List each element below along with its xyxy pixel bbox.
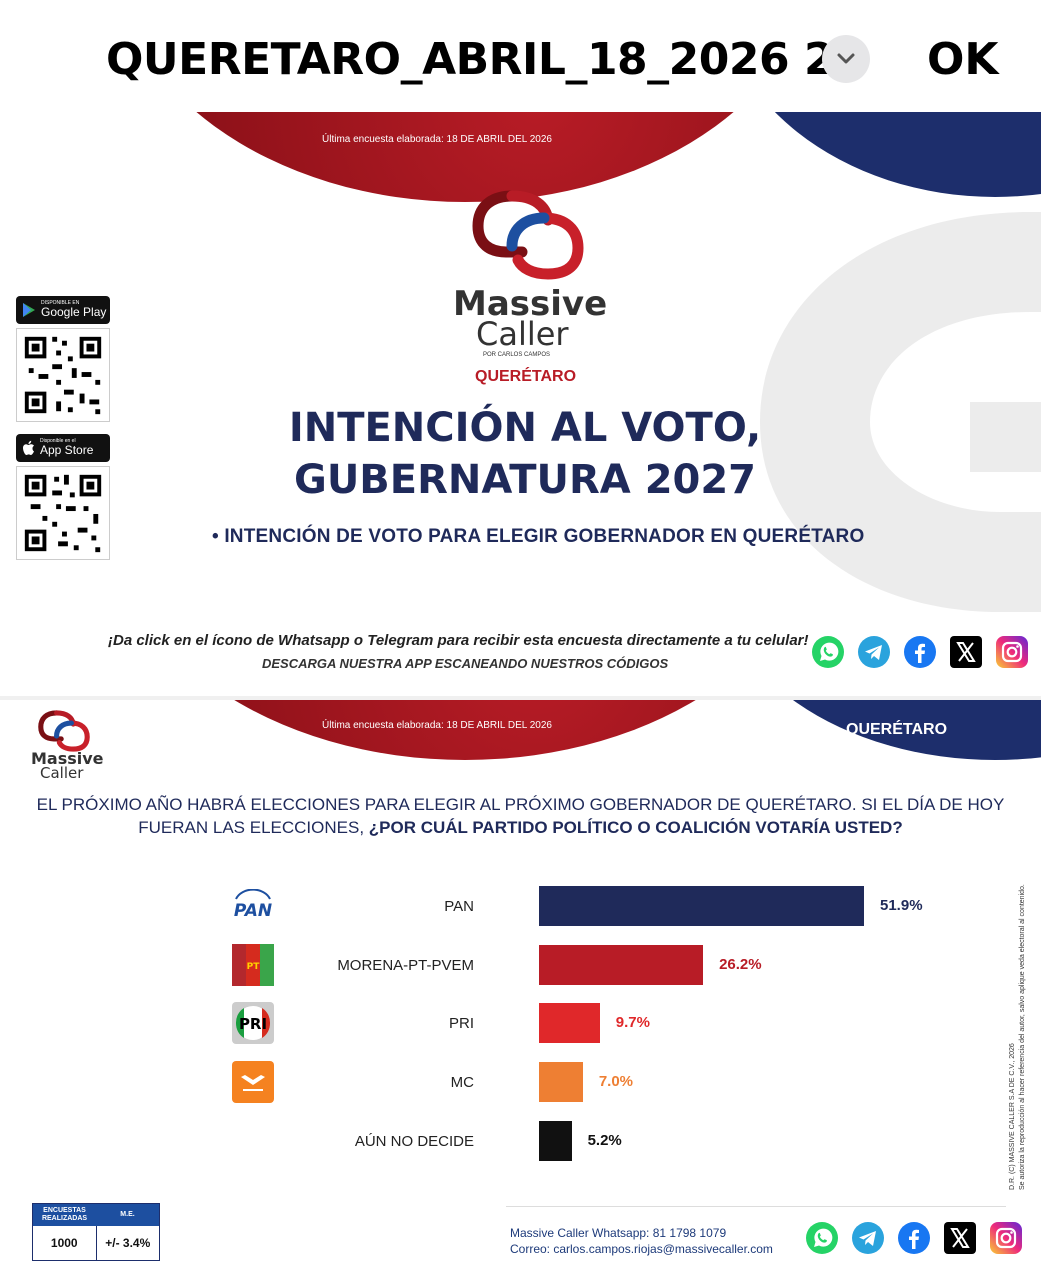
- google-play-badge[interactable]: DISPONIBLE EN Google Play: [16, 296, 110, 324]
- google-play-icon: [23, 303, 35, 317]
- copyright-line: D.R. (C) MASSIVE CALLER S.A DE C.V., 202…: [1009, 1043, 1016, 1190]
- title-line-2: GUBERNATURA 2027: [293, 457, 757, 503]
- cover-slide: Última encuesta elaborada: 18 DE ABRIL D…: [0, 112, 1041, 696]
- chevron-down-icon: [837, 53, 855, 64]
- app-store-label: App Store: [40, 442, 94, 457]
- copyright-note: D.R. (C) MASSIVE CALLER S.A DE C.V., 202…: [1008, 800, 1034, 1190]
- subtitle-bullet: • INTENCIÓN DE VOTO PARA ELEGIR GOBERNAD…: [212, 526, 865, 547]
- apple-icon: [23, 440, 34, 455]
- bar-row: PRI 9.7%: [0, 1003, 1000, 1045]
- telegram-icon[interactable]: [850, 1220, 886, 1256]
- title-menu-button[interactable]: [822, 35, 870, 83]
- contact-whatsapp[interactable]: Massive Caller Whatsapp: 81 1798 1079: [510, 1226, 727, 1240]
- reproduction-note: Se autoriza la reproducción al hacer ref…: [1019, 884, 1026, 1190]
- logo-wordmark-sub: Caller: [40, 764, 84, 782]
- bar: [539, 886, 864, 926]
- logo-watermark: [760, 212, 1041, 612]
- app-store-small: Disponible en el: [40, 437, 76, 444]
- google-play-small: DISPONIBLE EN: [41, 299, 80, 306]
- massive-caller-logo-icon: [38, 710, 90, 752]
- mc-logo: [232, 1061, 274, 1103]
- logo-wordmark-main: Massive: [453, 284, 608, 324]
- massive-caller-logo-icon: [472, 190, 584, 280]
- results-slide: Última encuesta elaborada: 18 DE ABRIL D…: [0, 700, 1041, 1280]
- margin-error-header: M.E.: [120, 1211, 135, 1218]
- bar-row: AÚN NO DECIDE 5.2%: [0, 1120, 1000, 1163]
- app-store-badge[interactable]: Disponible en el App Store: [16, 434, 110, 462]
- margin-error-value: +/- 3.4%: [105, 1236, 151, 1250]
- bar-value-label: 7.0%: [598, 1073, 634, 1091]
- morena-pt-pvem-logo: PT: [232, 944, 274, 986]
- bar-row: MORENA-PT-PVEM 26.2%: [0, 944, 1000, 987]
- bar: [539, 1003, 600, 1044]
- bar: [539, 944, 704, 985]
- social-links: [810, 634, 1030, 670]
- bar-value-label: 9.7%: [615, 1014, 650, 1032]
- logo-wordmark-main: Massive: [31, 749, 104, 768]
- survey-date: Última encuesta elaborada: 18 DE ABRIL D…: [322, 134, 552, 145]
- pri-logo: PRI: [232, 1002, 274, 1044]
- sample-size-header: ENCUESTAS REALIZADAS: [41, 1207, 88, 1222]
- bar-category-label: MORENA-PT-PVEM: [337, 956, 474, 974]
- bar-row: MC 7.0%: [0, 1062, 1000, 1104]
- app-store-qr-code[interactable]: [16, 466, 110, 560]
- state-label: QUERÉTARO: [475, 368, 577, 385]
- facebook-icon[interactable]: [896, 1220, 932, 1256]
- survey-date: Última encuesta elaborada: 18 DE ABRIL D…: [322, 720, 552, 731]
- google-play-qr-code[interactable]: [16, 328, 110, 422]
- question-line-2: FUERAN LAS ELECCIONES, ¿POR CUÁL PARTIDO…: [0, 818, 1041, 838]
- bar: [539, 1120, 572, 1161]
- file-title[interactable]: QUERETARO_ABRIL_18_2026 2: [106, 34, 835, 85]
- survey-stats-table: ENCUESTAS REALIZADAS M.E. 1000 +/- 3.4%: [32, 1203, 160, 1261]
- footer-rule: [506, 1206, 1006, 1207]
- pan-logo: PAN: [232, 886, 274, 928]
- bar-value-label: 26.2%: [719, 955, 762, 973]
- bar-category-label: MC: [450, 1074, 474, 1092]
- bar-value-label: 5.2%: [587, 1131, 622, 1149]
- instagram-icon[interactable]: [994, 634, 1030, 670]
- title-line-1: INTENCIÓN AL VOTO,: [288, 405, 762, 451]
- whatsapp-icon[interactable]: [804, 1220, 840, 1256]
- telegram-icon[interactable]: [856, 634, 892, 670]
- facebook-icon[interactable]: [902, 634, 938, 670]
- svg-text:PAN: PAN: [234, 901, 272, 921]
- bar: [539, 1062, 583, 1103]
- whatsapp-icon[interactable]: [810, 634, 846, 670]
- svg-text:PRI: PRI: [239, 1015, 267, 1033]
- bar-category-label: PRI: [448, 1015, 474, 1033]
- slide-divider: [0, 696, 1041, 700]
- sample-size-value: 1000: [33, 1226, 97, 1260]
- logo-byline: POR CARLOS CAMPOS: [483, 352, 551, 358]
- contact-email[interactable]: Correo: carlos.campos.riojas@massivecall…: [510, 1242, 773, 1256]
- bar-category-label: PAN: [444, 898, 474, 915]
- bar-value-label: 51.9%: [880, 897, 923, 914]
- ok-button[interactable]: OK: [927, 34, 999, 85]
- bar-category-label: AÚN NO DECIDE: [354, 1132, 474, 1150]
- bar-row: PAN 51.9%: [0, 886, 1000, 928]
- question-line-2-bold: ¿POR CUÁL PARTIDO POLÍTICO O COALICIÓN V…: [368, 818, 903, 837]
- social-links: [804, 1220, 1024, 1256]
- logo-wordmark-sub: Caller: [476, 315, 569, 353]
- state-label: QUERÉTARO: [846, 721, 948, 738]
- question-line-2-plain: FUERAN LAS ELECCIONES,: [138, 818, 369, 837]
- question-line-1: EL PRÓXIMO AÑO HABRÁ ELECCIONES PARA ELE…: [36, 795, 1005, 814]
- x-icon[interactable]: [948, 634, 984, 670]
- viewer-toolbar: QUERETARO_ABRIL_18_2026 2 OK: [0, 0, 1041, 112]
- cta-download-app: DESCARGA NUESTRA APP ESCANEANDO NUESTROS…: [262, 656, 669, 671]
- google-play-label: Google Play: [41, 304, 107, 319]
- x-icon[interactable]: [942, 1220, 978, 1256]
- instagram-icon[interactable]: [988, 1220, 1024, 1256]
- cta-whatsapp-telegram: ¡Da click en el ícono de Whatsapp o Tele…: [108, 632, 809, 649]
- svg-text:PT: PT: [247, 962, 261, 972]
